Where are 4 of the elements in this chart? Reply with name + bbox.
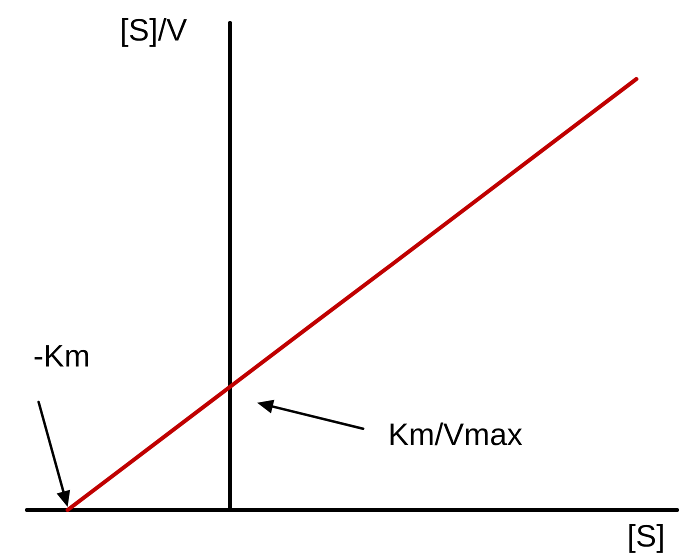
annotation: Km/Vmax (388, 417, 523, 452)
y-axis-title: [S]/V (120, 12, 188, 48)
x-axis-title: [S] (627, 518, 665, 554)
annotation: -Km (33, 338, 90, 374)
